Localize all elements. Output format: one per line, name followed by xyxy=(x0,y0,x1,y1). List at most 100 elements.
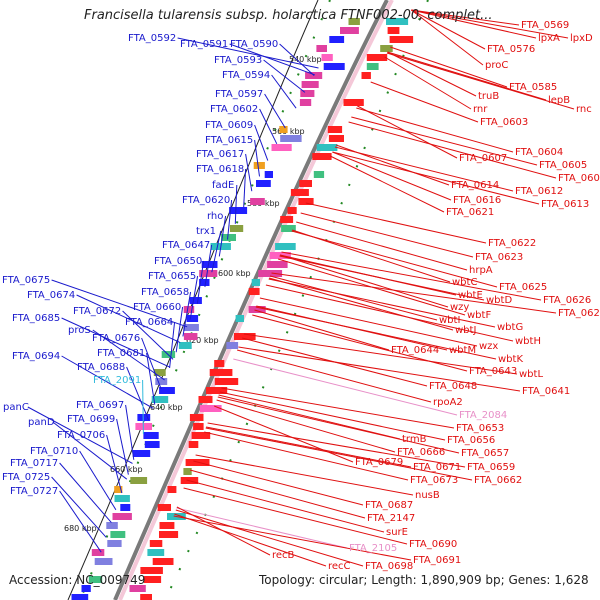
gene-label: FTA_2084 xyxy=(459,410,507,421)
gene-label: FTA_0648 xyxy=(429,381,477,392)
gene-label: FTA_0710 xyxy=(30,446,78,457)
connector-line xyxy=(242,337,428,387)
gene-block xyxy=(144,441,160,448)
gene-block xyxy=(280,216,294,223)
connector-line xyxy=(390,46,508,88)
gene-block xyxy=(361,72,371,79)
gene-label: FTA_0656 xyxy=(447,435,495,446)
connector-line xyxy=(196,260,205,304)
gene-block xyxy=(149,540,163,547)
gene-block xyxy=(147,549,165,556)
gene-label: FTA_0681 xyxy=(97,348,145,359)
gene-block xyxy=(229,225,244,232)
gene-label: wbtC xyxy=(452,277,477,288)
gene-block xyxy=(153,369,166,376)
connector-line xyxy=(411,9,520,26)
gene-block xyxy=(143,576,162,583)
connector-line xyxy=(236,349,432,403)
gene-label: wbtF xyxy=(467,310,491,321)
connector-line xyxy=(264,93,286,129)
gene-block xyxy=(267,261,288,268)
gene-label: FTA_0657 xyxy=(461,448,509,459)
connector-line xyxy=(204,244,213,288)
gene-label: FTA_0676 xyxy=(92,333,140,344)
connector-line xyxy=(411,9,537,39)
gene-block xyxy=(132,450,151,457)
gene-label: FTA_0659 xyxy=(467,462,515,473)
gene-label: FTA_0725 xyxy=(2,472,50,483)
gene-label: FTA_0616 xyxy=(453,195,501,206)
gene-block xyxy=(387,27,400,34)
gene-block xyxy=(264,171,273,178)
connector-line xyxy=(271,272,557,314)
connector-line xyxy=(300,212,474,258)
connector-line xyxy=(183,487,408,545)
gene-block xyxy=(313,171,325,178)
gene-block xyxy=(114,486,123,493)
gene-label: lpxD xyxy=(570,33,593,44)
gene-block xyxy=(312,153,332,160)
gene-block xyxy=(191,432,211,439)
gene-block xyxy=(157,504,171,511)
gene-block xyxy=(159,531,179,538)
gene-block xyxy=(214,378,239,385)
gene-label: FTA_0620 xyxy=(182,195,230,206)
gene-label: FTA_0607 xyxy=(459,153,507,164)
connector-line xyxy=(189,469,366,519)
gene-block xyxy=(140,594,152,600)
gene-label: surE xyxy=(386,527,408,538)
gene-block xyxy=(280,135,302,142)
connector-line xyxy=(233,358,458,416)
gene-features xyxy=(71,18,414,600)
gene-block xyxy=(316,45,327,52)
ruler-label: 600 kbp xyxy=(218,269,251,278)
gene-label: FTA_0699 xyxy=(67,414,115,425)
connector-line xyxy=(173,515,412,561)
gene-block xyxy=(199,279,210,286)
connector-line xyxy=(263,59,306,93)
gene-block xyxy=(258,270,283,277)
gene-label: FTA_0650 xyxy=(154,256,202,267)
gene-block xyxy=(129,585,146,592)
gene-block xyxy=(186,315,199,322)
gene-block xyxy=(251,279,260,286)
gene-block xyxy=(140,567,163,574)
gene-block xyxy=(143,432,159,439)
gene-label: FTA_0614 xyxy=(451,180,499,191)
gene-block xyxy=(183,306,195,313)
connector-line xyxy=(255,306,497,360)
gene-block xyxy=(206,387,228,394)
gene-label: wbtM xyxy=(449,345,476,356)
gene-label: FTA_0660 xyxy=(133,302,181,313)
gene-label: truB xyxy=(478,91,499,102)
left-connector-lines xyxy=(27,37,319,553)
connector-line xyxy=(116,418,129,475)
connector-line xyxy=(126,366,150,421)
gene-label: FTA_0687 xyxy=(365,500,413,511)
gene-label: FTA_0622 xyxy=(488,238,536,249)
ruler-label: 680 kbp xyxy=(64,524,97,533)
gene-block xyxy=(188,441,199,448)
connector-line xyxy=(296,221,468,271)
connector-line xyxy=(175,509,364,567)
gene-block xyxy=(114,495,130,502)
connector-line xyxy=(271,74,297,109)
connector-line xyxy=(386,52,575,110)
gene-label: fadE xyxy=(212,180,234,191)
gene-label: FTA_0597 xyxy=(215,89,263,100)
connector-line xyxy=(189,275,199,320)
gene-block xyxy=(189,414,204,421)
gene-block xyxy=(183,333,198,340)
connector-line xyxy=(268,277,454,331)
gene-label: proS xyxy=(68,325,91,336)
gene-label: FTA_0617 xyxy=(196,149,244,160)
right-connector-lines xyxy=(173,9,575,567)
gene-label: FTA_0612 xyxy=(515,186,563,197)
accession-text: Accession: NC_009749 xyxy=(9,573,146,587)
connector-line xyxy=(227,199,233,240)
gene-block xyxy=(199,405,222,412)
connector-line xyxy=(76,294,181,344)
gene-block xyxy=(287,207,297,214)
gene-label: FTA_0658 xyxy=(141,287,189,298)
gene-block xyxy=(199,270,218,277)
